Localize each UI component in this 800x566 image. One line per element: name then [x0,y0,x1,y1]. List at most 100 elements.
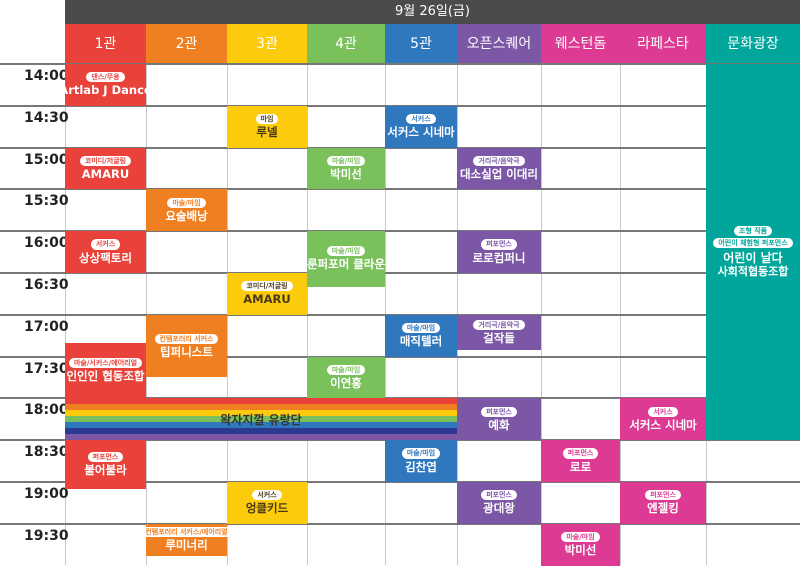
event-name: 이연홍 [330,375,362,390]
event-block[interactable]: 마술/마임 이연홍 [307,356,385,399]
event-name: AMARU [243,292,291,307]
event-name: 매직텔러 [399,334,443,349]
event-name: 엉클키드 [245,501,289,516]
rainbow-stripe [65,428,457,435]
event-name: 요술배낭 [165,208,208,223]
rainbow-stripe [65,422,457,429]
venue-header-1: 1관 [65,24,146,64]
event-tag: 서커스 [648,406,678,417]
event-block[interactable]: 마임 루넬 [227,105,307,148]
venue-header-6: 오픈스퀘어 [457,24,541,64]
event-name: 박미선 [564,543,597,558]
time-label: 14:30 [24,109,69,126]
rainbow-stripe [65,398,457,405]
venue-header-7: 웨스턴돔 [541,24,620,64]
event-block-rainbow[interactable]: 왁자지껄 유랑단 [65,398,457,441]
venue-header-9: 문화광장 [706,24,800,64]
event-block[interactable]: 퍼포먼스 로로컴퍼니 [457,231,541,273]
event-block[interactable]: 서커스 엉클키드 [227,482,307,524]
event-block[interactable]: 코미디/저글링 AMARU [227,273,307,315]
event-block[interactable]: 마술/마임 요술배낭 [146,189,227,232]
time-label: 19:00 [24,486,69,502]
date-header: 9월 26일(금) [65,0,800,24]
event-block[interactable]: 서커스 서커스 시네마 [385,105,457,148]
event-name: AMARU [81,166,130,181]
event-tag: 퍼포먼스 [481,490,517,501]
row-divider [0,522,800,525]
event-tag: 어린이 체험형 퍼포먼스 [713,237,793,248]
event-block[interactable]: 서커스 상상팩토리 [65,231,146,273]
event-name: 광대왕 [483,501,515,516]
event-block[interactable]: 컨템포러리 서커스/에어리얼 루미너리 [140,523,233,556]
event-tag: 마술/마임 [401,448,441,459]
event-name: 예화 [488,417,510,432]
venue-header-3: 3관 [227,24,307,64]
event-name: Artlab J Dance [59,83,152,98]
event-tag: 퍼포먼스 [645,490,681,501]
time-label: 15:30 [24,193,69,210]
event-block[interactable]: 퍼포먼스 예화 [457,398,541,441]
event-block[interactable]: 거리극/음악극 대소실업 이대리 [457,147,541,190]
time-label: 18:30 [24,444,69,461]
time-label: 16:00 [24,235,69,252]
event-name: 서커스 시네마 [629,417,697,432]
event-block[interactable]: 마술/마임 매직텔러 [385,314,457,357]
event-block[interactable]: 마술/마임 김찬엽 [385,440,457,482]
time-label: 16:30 [24,277,69,293]
row-divider [0,230,800,233]
event-block-plaza[interactable]: 조형 작품 어린이 체험형 퍼포먼스 어린이 날다 사회적협동조합 [706,64,800,441]
event-tag: 퍼포먼스 [481,239,517,250]
time-label: 18:00 [24,402,69,419]
event-block[interactable]: 마술/마임 벌룬퍼포머 클라운진 [296,231,396,287]
time-label: 15:00 [24,151,69,168]
event-tag: 퍼포먼스 [481,406,517,417]
event-tag: 댄스/무용 [86,72,125,83]
event-block[interactable]: 서커스 서커스 시네마 [620,398,706,441]
event-block[interactable]: 마술/서커스/에어리얼 인인인 협동조합 [65,342,146,399]
row-divider [0,63,800,65]
time-label: 19:30 [24,527,69,544]
event-name: 어린이 날다 [723,250,783,265]
event-tag: 서커스 [406,114,436,125]
event-tag: 마술/마임 [326,246,366,257]
event-block[interactable]: 댄스/무용 Artlab J Dance [59,64,152,106]
event-tag: 컨템포러리 서커스/에어리얼 [140,527,233,538]
event-block[interactable]: 퍼포먼스 로로 [541,440,620,482]
event-name: 불어불라 [84,462,127,477]
event-name: 인인인 협동조합 [66,368,145,383]
event-block[interactable]: 퍼포먼스 광대왕 [457,482,541,524]
event-tag: 마술/마임 [326,364,366,375]
event-name: 박미선 [330,166,362,181]
event-tag: 마임 [255,114,279,125]
venue-header-4: 4관 [307,24,385,64]
event-name: 걸작들 [483,330,515,345]
event-tag: 코미디/저글링 [241,281,293,292]
row-divider [0,188,800,191]
event-tag: 거리극/음악극 [473,155,525,166]
rainbow-stripe [65,416,457,423]
event-name: 로로 [569,459,592,474]
event-tag: 서커스 [90,239,121,250]
event-block[interactable]: 컨템포러리 서커스 팁퍼니스트 [146,314,227,378]
event-tag: 서커스 [252,490,282,501]
event-tag: 마술/서커스/에어리얼 [68,357,143,368]
event-name: 팁퍼니스트 [160,344,213,359]
rainbow-stripe [65,410,457,417]
event-block[interactable]: 퍼포먼스 불어불라 [65,440,146,489]
event-tag: 마술/마임 [167,197,206,208]
event-block[interactable]: 마술/마임 박미선 [541,523,620,566]
rainbow-stripe [65,434,457,441]
event-name: 김찬엽 [405,459,437,474]
event-block[interactable]: 거리극/음악극 걸작들 [457,314,541,350]
event-tag: 조형 작품 [733,225,773,236]
event-block[interactable]: 마술/마임 박미선 [307,147,385,190]
event-tag: 퍼포먼스 [87,451,124,462]
venue-header-5: 5관 [385,24,457,64]
event-name: 루미너리 [165,538,208,553]
row-divider [0,355,800,358]
venue-header-8: 라페스타 [620,24,706,64]
row-divider [0,272,800,274]
event-block[interactable]: 퍼포먼스 엔젤킹 [620,482,706,524]
event-block[interactable]: 코미디/저글링 AMARU [65,147,146,190]
